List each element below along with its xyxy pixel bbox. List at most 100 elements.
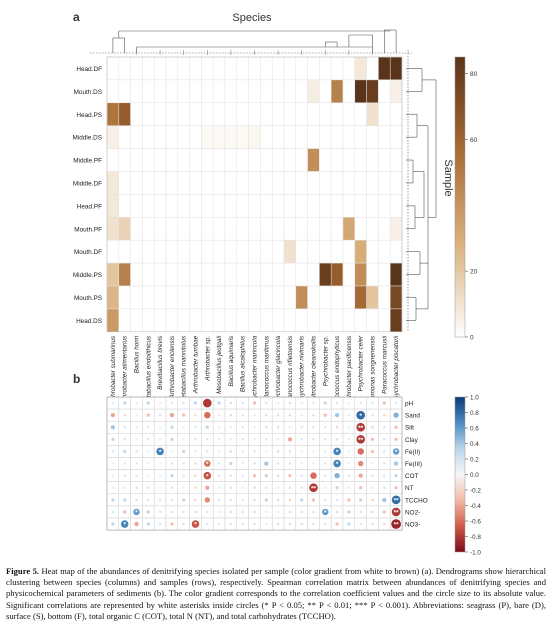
correlation-circle [229, 438, 233, 441]
heatmap-cell [236, 194, 249, 218]
heatmap-cell [142, 171, 155, 195]
correlation-circle [394, 437, 398, 441]
correlation-circle [111, 401, 115, 405]
heatmap-cell [354, 308, 367, 333]
heatmap-cell [153, 56, 167, 81]
heatmap-cell [342, 308, 356, 333]
correlation-circle [276, 413, 280, 417]
species-label: Paracoccus marcusii [381, 335, 388, 394]
heatmap-cell [354, 285, 367, 310]
heatmap-cell [330, 171, 344, 195]
correlation-circle [300, 450, 303, 453]
heatmap-cell [130, 171, 143, 195]
heatmap-cell [189, 102, 202, 126]
heatmap-cell [165, 262, 179, 287]
correlation-circle [123, 449, 127, 454]
heatmap-cell [354, 102, 367, 126]
correlation-circle [288, 498, 292, 502]
correlation-circle [182, 438, 185, 441]
correlation-circle [205, 485, 210, 490]
correlation-circle [135, 426, 138, 429]
correlation-circle [217, 474, 221, 477]
heatmap-cell [283, 148, 297, 172]
correlation-circle [309, 483, 318, 493]
heatmap-cell [295, 308, 308, 333]
heatmap-cell [378, 262, 391, 287]
heatmap-cell [224, 217, 238, 241]
correlation-circle [147, 474, 150, 477]
heatmap-cell [189, 194, 202, 218]
heatmap-cell [260, 194, 273, 218]
heatmap-cell [378, 217, 391, 241]
heatmap-cell [248, 56, 261, 81]
heatmap-cell [295, 285, 308, 310]
correlation-matrix: ****** * ** ******* * *** * ** [106, 396, 403, 531]
correlation-circle [241, 438, 244, 441]
heatmap-cell [236, 171, 249, 195]
correlation-circle [123, 498, 127, 502]
abundance-heatmap [90, 50, 412, 333]
correlation-circle [371, 510, 374, 514]
heatmap-cell [142, 285, 155, 310]
correlation-circle [123, 438, 126, 441]
heatmap-cell [153, 262, 167, 287]
correlation-colorbar: 1.0 0.8 0.6 0.4 0.2 0.0 -0.2 -0.4 -0.6 -0.8 -1.0 [454, 394, 481, 556]
correlation-circle [229, 401, 233, 405]
heatmap-cell [118, 79, 131, 104]
panel-b-label: b [73, 372, 81, 386]
correlation-circle [194, 413, 197, 417]
significance-star: ** [311, 485, 317, 492]
heatmap-cell [177, 217, 190, 241]
heatmap-cell [378, 79, 391, 104]
heatmap-cell [295, 125, 308, 149]
heatmap-cell [378, 171, 391, 195]
correlation-circle [158, 401, 162, 405]
correlation-circle [111, 474, 115, 477]
correlation-circle [288, 413, 292, 417]
significance-star: * [336, 461, 339, 468]
heatmap-cell [389, 148, 403, 172]
correlation-circle [217, 413, 221, 417]
heatmap-cell [165, 148, 179, 172]
heatmap-cell [118, 102, 131, 126]
parameter-label: NO3- [405, 521, 420, 528]
correlation-circle [335, 522, 339, 526]
heatmap-cell [283, 217, 297, 241]
heatmap-cell [236, 239, 249, 264]
sample-label: Middle.PF [73, 158, 102, 165]
heatmap-cell [201, 308, 214, 333]
correlation-circle [229, 474, 233, 477]
heatmap-cell [165, 79, 179, 104]
correlation-circle [265, 510, 268, 514]
heatmap-cell [201, 171, 214, 195]
correlation-circle [333, 447, 341, 456]
correlation-circle [147, 498, 150, 502]
heatmap-cell [177, 171, 190, 195]
heatmap-cell [271, 217, 285, 241]
heatmap-cell [153, 125, 167, 149]
species-label: Planococcus rifietoensis [287, 335, 294, 403]
correlation-circle [241, 413, 244, 417]
heatmap-cell [283, 102, 297, 126]
correlation-circle [217, 498, 221, 502]
correlation-circle [288, 401, 292, 405]
heatmap-cell [354, 56, 367, 81]
correlation-circle [335, 426, 339, 429]
correlation-circle [253, 510, 256, 514]
heatmap-cell [307, 148, 320, 172]
correlation-circle [335, 438, 339, 441]
correlation-circle [391, 507, 401, 517]
correlation-circle [394, 474, 398, 478]
correlation-circle [253, 450, 256, 453]
heatmap-cell [224, 239, 238, 264]
correlation-circle [170, 425, 174, 429]
correlation-circle [359, 401, 362, 405]
correlation-circle [204, 497, 210, 503]
heatmap-cell [212, 125, 226, 149]
correlation-circle [382, 510, 386, 514]
correlation-circle [383, 462, 386, 465]
correlation-circle [252, 401, 257, 405]
panel-a-label: a [73, 10, 80, 24]
heatmap-cell [342, 125, 356, 149]
heatmap-cell [248, 285, 261, 310]
